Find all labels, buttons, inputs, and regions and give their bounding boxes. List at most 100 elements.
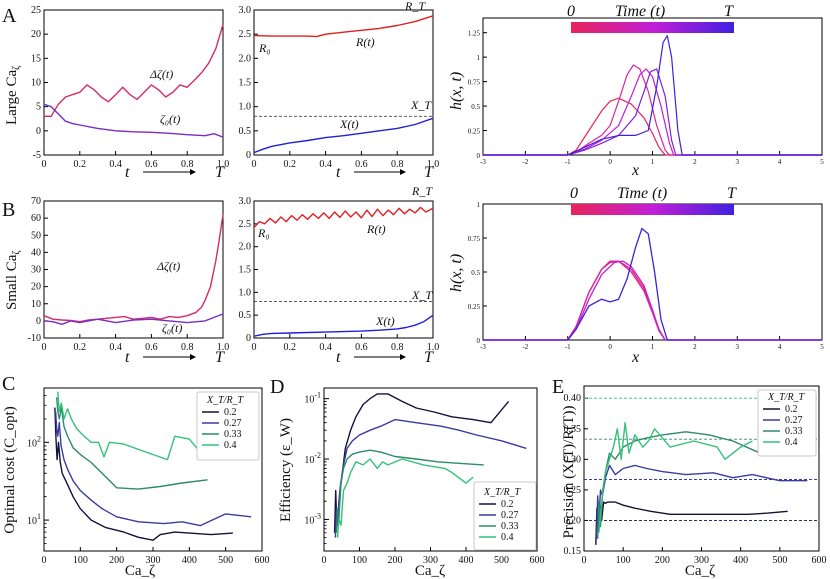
y-axis-label: Optimal cost (C_opt) [2,406,18,534]
x-tick-label: 600 [812,555,827,566]
series-line-0 [253,206,434,228]
y-tick-label: 1 [477,201,481,209]
x-tick-label: 500 [494,555,509,566]
y-tick-label: 10-3 [304,511,321,526]
x-tick-label: -2 [522,343,528,351]
colorbar-a-start: 0 [567,3,575,20]
x-tick-label: 300 [694,555,709,566]
x-tick-label: 0 [322,555,327,566]
x-tick-label: 500 [772,555,787,566]
y-tick-exponent: -1 [314,391,321,400]
T-label: T [424,164,434,181]
legend-entry: 0.33 [785,426,803,437]
y-tick-label: 0 [477,337,481,345]
x-tick-label: 0.8 [391,159,404,170]
t-arrowhead [400,354,406,360]
panel-label-e: E [552,376,564,398]
series-line-3 [57,391,201,461]
t-label: t [336,349,341,366]
x-tick-label: 1.0 [427,342,440,353]
y-tick-label: 0.15 [564,546,582,557]
x-tick-label: 300 [423,555,438,566]
y-tick-label: 2.5 [239,219,252,230]
y-tick-label: 0 [246,333,251,344]
x-tick-label: 500 [218,555,233,566]
legend-entry: 0.2 [785,404,798,415]
plot-frame [43,200,224,339]
plot-e: 0 100 200 300 400 500 600 0.15 0.20 0.25 0.30 0.35 0… [561,385,827,579]
y-tick-exponent: -3 [314,511,321,520]
label-R: R(t) [355,35,375,49]
y-tick-label: 1.25 [468,30,481,38]
x-tick-label: -2 [522,158,528,166]
y-tick-label: 10-1 [304,391,321,406]
y-tick-label: 0.75 [468,235,481,243]
series-line-0 [44,24,224,118]
profile-line-2 [483,260,822,341]
x-tick-label: 4 [778,158,782,166]
y-tick-label: 0.5 [471,103,480,111]
y-tick-label: -10 [28,333,41,344]
x-tick-label: 0.2 [284,342,297,353]
plot-frame [253,200,434,339]
series-line-0 [253,15,434,38]
plot-frame [43,9,224,156]
series-line-1 [253,314,434,337]
y-tick-label: 0.35 [564,424,582,435]
y-tick-label: 1.0 [239,102,252,113]
legend-box [757,389,817,457]
y-tick-label: 20 [31,282,41,293]
profile-line-2 [483,68,822,156]
x-axis-label: Ca_ζ [125,563,155,579]
colorbar-b-label: Time (t) [617,185,667,202]
label-RT: R_T [404,0,426,13]
x-tick-label: -1 [565,343,571,351]
x-tick-label: 1.0 [217,342,230,353]
legend-box [473,481,537,551]
label-X: X(t) [375,314,395,328]
label-XT: X_T [411,288,433,302]
x-tick-label: 100 [73,555,88,566]
x-tick-label: 0.6 [355,342,368,353]
x-tick-label: 0 [608,158,612,166]
x-tick-label: 1 [651,343,655,351]
plot-b2: 0 0.2 0.4 0.6 0.8 1.0 0 0.5 1.0 1.5 2.0 2.5 3.0 R(t) X… [239,184,440,366]
plot-b1: 0 0.2 0.4 0.6 0.8 1.0-10010203040506070Δζ(t)ζ… [28,196,230,366]
series-line-1 [43,103,224,138]
x-tick-label: -1 [565,158,571,166]
y-tick-label: 3.0 [239,5,252,16]
x-tick-label: 4 [778,343,782,351]
x-tick-label: 0.2 [284,159,297,170]
y-tick-label: 10-2 [304,451,321,466]
x-tick-label: 0 [252,159,257,170]
y-tick-label: 0.25 [468,128,481,136]
h-axis-label: h(x, t) [448,254,465,292]
y-tick-label: 1.0 [239,287,252,298]
series-line-1 [334,418,527,538]
colorbar-b-start: 0 [570,185,578,202]
t-arrowhead [400,169,406,175]
series-line-0 [595,501,788,545]
y-tick-label: 60 [31,213,41,224]
legend-entry: 0.27 [224,418,242,429]
y-tick-base: 10 [27,516,37,527]
y-tick-exponent: 2 [37,434,41,443]
y-axis-label: Efficiency (ε_W) [278,418,294,522]
profile-line-1 [483,260,822,341]
x-tick-label: 400 [182,555,197,566]
profile-line-4 [483,34,822,156]
y-axis-label: Precision (X(T)/R(T)) [561,406,577,539]
label-zeta0: ζ₀(t) [162,321,182,335]
x-tick-label: 5 [820,158,824,166]
series-line-1 [43,313,224,325]
y-tick-label: 0.40 [564,393,582,404]
h-axis-label: h(x, t) [448,72,465,110]
label-X: X(t) [339,117,359,131]
label-RT: R_T [411,184,433,198]
legend-entry: 0.4 [224,440,237,451]
x-tick-label: 0.6 [355,159,368,170]
y-tick-exponent: 1 [37,512,41,521]
x-tick-label: 200 [109,555,124,566]
x-tick-label: 0.6 [145,159,158,170]
